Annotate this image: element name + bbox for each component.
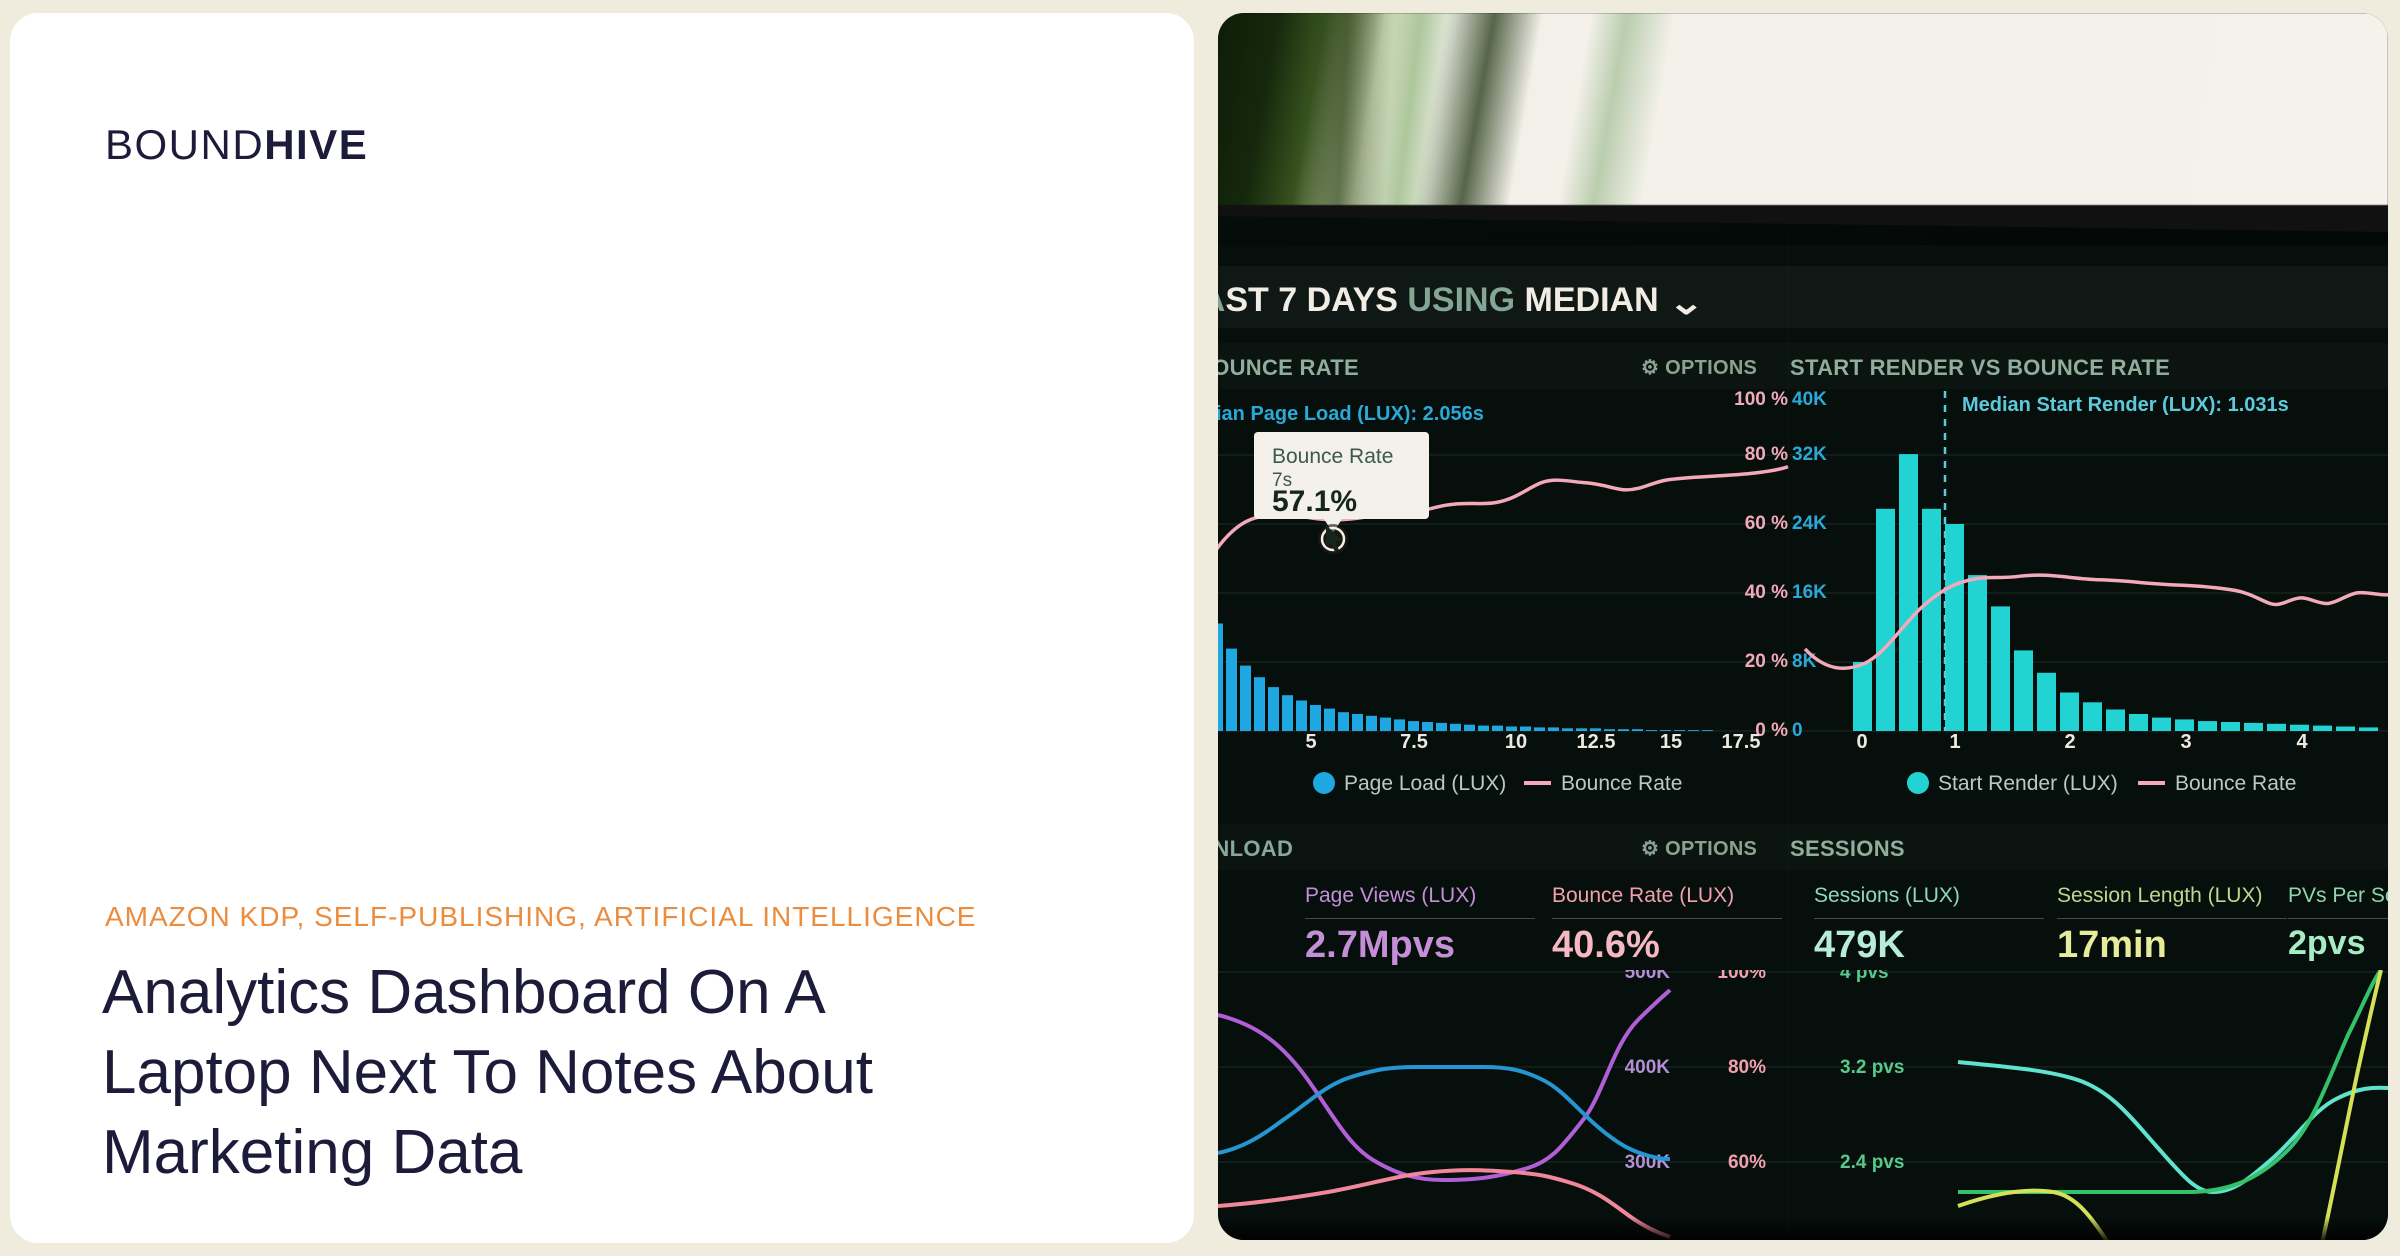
svg-text:5: 5 [1305,731,1316,753]
svg-text:Page Load (LUX): Page Load (LUX) [1344,772,1506,795]
svg-text:12.5: 12.5 [1577,731,1616,753]
svg-text:24K: 24K [1792,513,1827,534]
svg-text:400K: 400K [1625,1057,1671,1078]
svg-text:80 %: 80 % [1745,444,1788,465]
svg-text:100%: 100% [1717,970,1766,983]
svg-text:Bounce Rate: Bounce Rate [2175,772,2296,795]
svg-text:17.5: 17.5 [1722,731,1761,753]
svg-text:Bounce Rate: Bounce Rate [1272,445,1393,468]
svg-text:40 %: 40 % [1745,582,1788,603]
svg-text:20 %: 20 % [1745,651,1788,672]
svg-text:16K: 16K [1792,582,1827,603]
svg-text:57.1%: 57.1% [1272,485,1357,518]
svg-text:60%: 60% [1728,1152,1766,1173]
svg-text:2.4 pvs: 2.4 pvs [1840,1152,1904,1173]
svg-text:1: 1 [1949,731,1960,753]
svg-text:40K: 40K [1792,389,1827,410]
svg-text:80%: 80% [1728,1057,1766,1078]
svg-text:0: 0 [1792,720,1803,741]
svg-text:60 %: 60 % [1745,513,1788,534]
svg-text:3: 3 [2180,731,2191,753]
svg-text:500K: 500K [1625,970,1671,983]
svg-text:7.5: 7.5 [1400,731,1428,753]
svg-text:100 %: 100 % [1734,389,1788,410]
svg-text:Start Render (LUX): Start Render (LUX) [1938,772,2118,795]
svg-text:Median Start Render (LUX): 1.0: Median Start Render (LUX): 1.031s [1962,394,2289,416]
svg-text:Bounce Rate: Bounce Rate [1561,772,1682,795]
svg-text:10: 10 [1505,731,1527,753]
svg-text:3.2 pvs: 3.2 pvs [1840,1057,1904,1078]
svg-text:15: 15 [1660,731,1682,753]
svg-text:0: 0 [1856,731,1867,753]
svg-text:32K: 32K [1792,444,1827,465]
svg-text:4 pvs: 4 pvs [1840,970,1889,983]
svg-text:4: 4 [2296,731,2308,753]
svg-text:2: 2 [2064,731,2075,753]
